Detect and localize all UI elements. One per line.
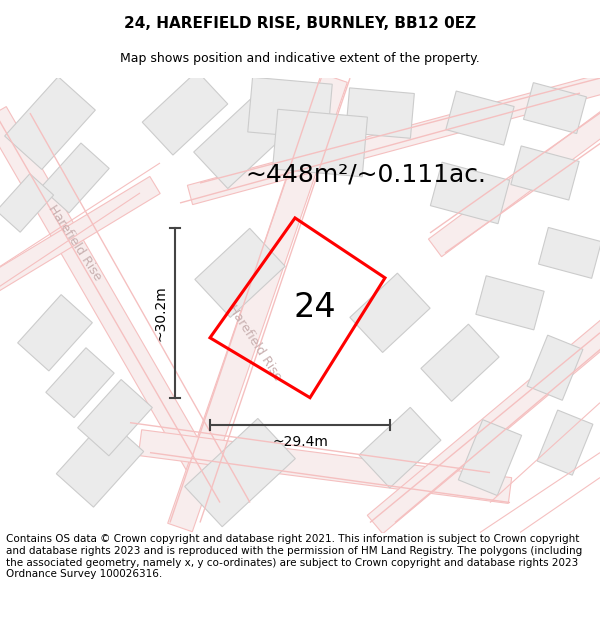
Text: Contains OS data © Crown copyright and database right 2021. This information is : Contains OS data © Crown copyright and d… bbox=[6, 534, 582, 579]
Text: ~30.2m: ~30.2m bbox=[153, 285, 167, 341]
Polygon shape bbox=[421, 324, 499, 401]
Polygon shape bbox=[350, 273, 430, 352]
Polygon shape bbox=[168, 74, 347, 532]
Polygon shape bbox=[537, 410, 593, 475]
Polygon shape bbox=[539, 228, 600, 278]
Text: Harefield Rise: Harefield Rise bbox=[226, 302, 284, 383]
Text: Map shows position and indicative extent of the property.: Map shows position and indicative extent… bbox=[120, 52, 480, 65]
Polygon shape bbox=[46, 348, 114, 418]
Polygon shape bbox=[187, 74, 600, 204]
Polygon shape bbox=[476, 276, 544, 330]
Polygon shape bbox=[185, 419, 295, 527]
Polygon shape bbox=[195, 228, 285, 318]
Text: Harefield Rise: Harefield Rise bbox=[46, 202, 104, 283]
Polygon shape bbox=[142, 71, 228, 155]
Polygon shape bbox=[248, 78, 332, 139]
Polygon shape bbox=[0, 176, 160, 293]
Text: 24: 24 bbox=[293, 291, 337, 324]
Polygon shape bbox=[272, 109, 367, 177]
Polygon shape bbox=[524, 82, 586, 134]
Text: ~448m²/~0.111ac.: ~448m²/~0.111ac. bbox=[245, 163, 486, 187]
Text: 24, HAREFIELD RISE, BURNLEY, BB12 0EZ: 24, HAREFIELD RISE, BURNLEY, BB12 0EZ bbox=[124, 16, 476, 31]
Polygon shape bbox=[458, 419, 521, 496]
Polygon shape bbox=[446, 91, 514, 145]
Polygon shape bbox=[139, 430, 512, 503]
Polygon shape bbox=[359, 408, 441, 488]
Polygon shape bbox=[17, 294, 92, 371]
Polygon shape bbox=[511, 146, 579, 200]
Polygon shape bbox=[367, 319, 600, 534]
Polygon shape bbox=[77, 379, 152, 456]
Polygon shape bbox=[0, 107, 231, 509]
Polygon shape bbox=[41, 143, 109, 213]
Polygon shape bbox=[0, 174, 53, 232]
Polygon shape bbox=[527, 335, 583, 400]
Polygon shape bbox=[428, 109, 600, 257]
Polygon shape bbox=[194, 98, 286, 189]
Polygon shape bbox=[346, 88, 415, 138]
Polygon shape bbox=[56, 418, 143, 507]
Text: ~29.4m: ~29.4m bbox=[272, 434, 328, 449]
Polygon shape bbox=[430, 162, 509, 224]
Polygon shape bbox=[5, 77, 95, 169]
